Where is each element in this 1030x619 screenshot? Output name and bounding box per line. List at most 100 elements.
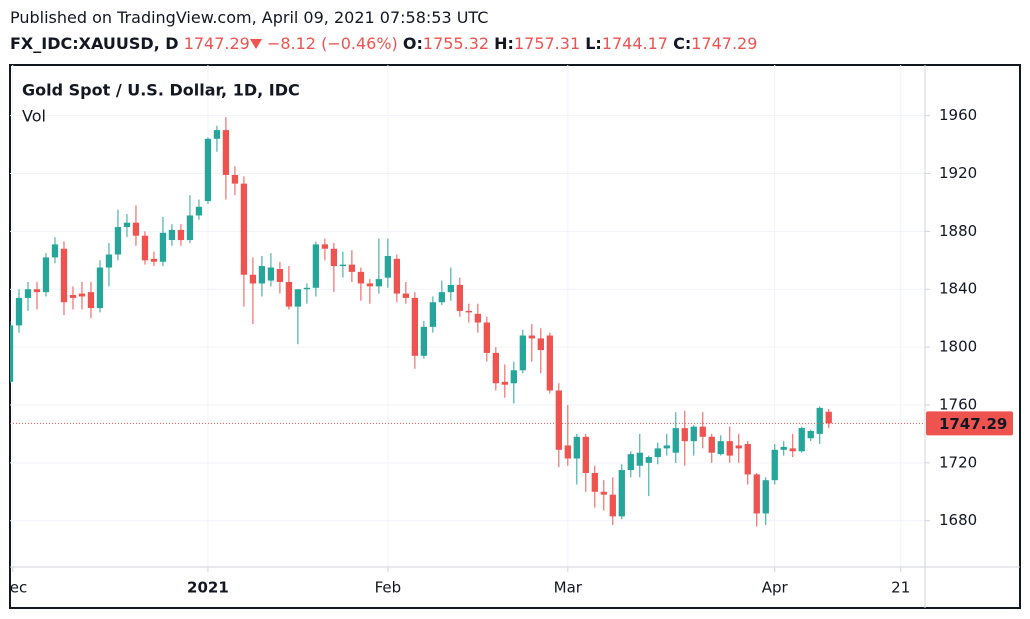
x-tick-label: Dec — [0, 579, 27, 597]
candle-body — [825, 411, 832, 424]
candle-body — [528, 335, 535, 339]
candle-body — [690, 426, 697, 442]
volume-legend: Vol — [22, 107, 46, 126]
candle-body — [807, 431, 814, 439]
candle-body — [456, 284, 464, 311]
candle-body — [483, 322, 490, 353]
candle-body — [78, 293, 86, 297]
last-price: 1747.29 — [183, 34, 250, 53]
candle-body — [357, 271, 365, 284]
x-tick-label: Feb — [375, 579, 402, 597]
candle-body — [537, 338, 544, 350]
published: Published on TradingView.com, April 09, … — [10, 8, 489, 27]
candle-body — [492, 352, 499, 384]
candle-body — [591, 472, 598, 492]
candle-body — [645, 457, 652, 463]
candle-body — [231, 174, 239, 184]
candle-body — [573, 436, 580, 459]
time-labels: Dec 2021 Feb Mar Apr 21 — [0, 579, 910, 597]
candle-body — [348, 264, 356, 272]
candle-body — [366, 283, 374, 287]
frame — [9, 64, 1021, 609]
candle-body — [60, 248, 68, 303]
y-tick-label: 1720 — [939, 453, 977, 471]
axes: 1680 1720 1760 1800 1840 1880 1920 1960 1747.29 — [12, 106, 1013, 572]
candle-body — [564, 445, 571, 459]
candle-body — [168, 229, 176, 241]
candle-body — [33, 289, 41, 293]
x-tick-label: Apr — [762, 579, 789, 597]
chart-title: Gold Spot / U.S. Dollar, 1D, IDC — [22, 81, 300, 100]
candle-body — [294, 289, 302, 307]
y-tick-label: 1880 — [939, 222, 977, 240]
candle-body — [753, 474, 760, 514]
candle-body — [762, 480, 769, 514]
candle-body — [465, 310, 472, 313]
candle-body — [582, 436, 589, 473]
candle-body — [123, 222, 131, 228]
candle-body — [699, 426, 706, 437]
candle-body — [654, 448, 661, 458]
low-value: 1744.17 — [601, 34, 668, 53]
high-label: H: — [494, 34, 514, 53]
x-tick-label: 2021 — [187, 579, 229, 597]
candle-body — [636, 452, 643, 466]
y-tick-label: 1680 — [939, 511, 977, 529]
candle-body — [159, 232, 167, 262]
candle-body — [420, 326, 428, 356]
close-value: 1747.29 — [691, 34, 758, 53]
y-tick-label: 1920 — [939, 164, 977, 182]
candle-body — [249, 274, 257, 284]
candle-body — [735, 445, 742, 449]
candle-body — [51, 244, 59, 258]
open-label: O: — [402, 34, 423, 53]
candle-body — [402, 293, 410, 298]
candle-body — [267, 267, 275, 281]
candle-body — [789, 448, 796, 452]
candle-body — [726, 441, 733, 456]
candle-body — [501, 381, 508, 385]
high-value: 1757.31 — [513, 34, 581, 53]
candle-body — [105, 254, 113, 268]
candle-body — [717, 441, 724, 455]
candle-body — [600, 491, 607, 495]
candle-body — [708, 436, 715, 453]
candles — [10, 117, 925, 527]
candle-body — [177, 229, 185, 241]
candle-body — [474, 313, 481, 323]
candle-body — [393, 258, 401, 294]
candle-body — [546, 335, 553, 391]
candle-body — [429, 302, 437, 327]
candle-body — [510, 370, 517, 384]
candle-body — [186, 215, 194, 241]
candle-body — [114, 227, 122, 255]
candle-body — [240, 183, 248, 275]
last-price-box — [926, 411, 1013, 436]
candle-body — [150, 258, 158, 262]
symbol: FX_IDC:XAUUSD, D — [10, 34, 179, 53]
candle-body — [627, 454, 634, 471]
candle-body — [519, 335, 526, 371]
y-tick-label: 1760 — [939, 395, 977, 413]
candle-body — [339, 264, 347, 267]
candle-body — [222, 130, 230, 175]
candle-body — [87, 292, 95, 309]
candle-body — [204, 138, 212, 201]
candle-body — [69, 295, 77, 298]
candle-body — [195, 206, 203, 216]
candle-body — [15, 297, 23, 326]
candle-body — [321, 244, 329, 249]
down-arrow — [249, 39, 262, 49]
candle-body — [447, 284, 455, 293]
change: −8.12 (−0.46%) — [266, 34, 398, 53]
candle-body — [663, 445, 670, 449]
candle-body — [672, 428, 679, 453]
candle-body — [330, 248, 338, 267]
close-label: C: — [673, 34, 692, 53]
candle-body — [411, 297, 419, 356]
candle-body — [10, 325, 14, 382]
candle-body — [780, 446, 787, 450]
candle-body — [384, 255, 392, 278]
